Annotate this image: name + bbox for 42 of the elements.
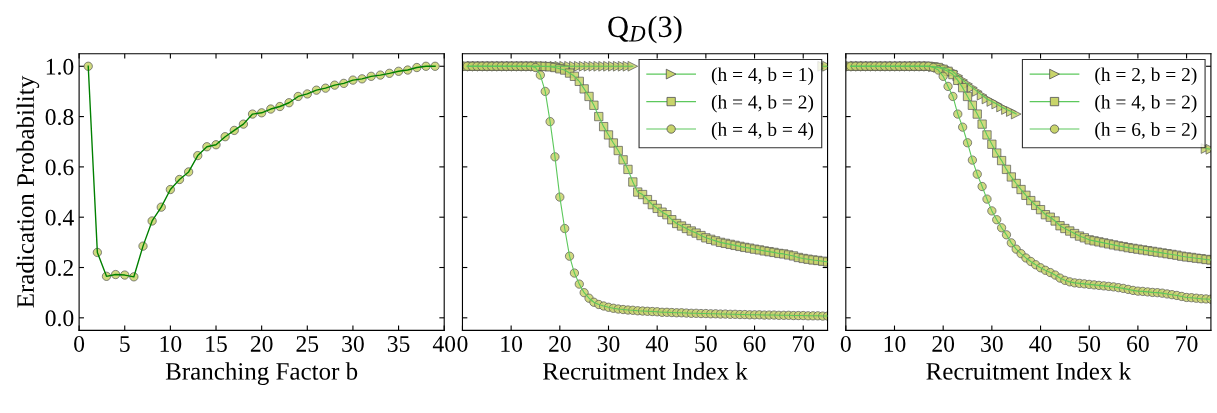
x-tick-label: 40 — [432, 335, 456, 352]
x-tick-label: 40 — [645, 335, 669, 352]
x-tick-label: 0 — [457, 335, 468, 352]
x-tick-label: 20 — [549, 335, 571, 352]
x-tick-label: 60 — [1127, 335, 1149, 352]
legend-label: (h = 4, b = 1) — [711, 67, 814, 86]
x-tick-label: 20 — [932, 335, 955, 352]
legend-label: (h = 4, b = 2) — [1095, 94, 1197, 113]
x-tick-label: 10 — [501, 335, 523, 352]
x-tick-label: 30 — [342, 335, 364, 352]
x-tick-label: 15 — [206, 336, 227, 352]
x-tick-label: 30 — [597, 335, 620, 352]
x-axis-title: Branching Factor b — [165, 362, 358, 385]
x-tick-label: 20 — [250, 335, 273, 352]
x-tick-label: 50 — [695, 335, 717, 352]
chart-title: Q$_{D}$(3) — [608, 15, 682, 44]
legend-label: (h = 4, b = 2) — [711, 94, 814, 113]
x-axis-title: Recruitment Index k — [926, 362, 1132, 380]
y-tick-label: 1.0 — [46, 58, 74, 75]
y-tick-label: 0.2 — [45, 260, 73, 277]
x-tick-label: 10 — [160, 335, 182, 352]
x-tick-label: 5 — [120, 336, 130, 352]
y-tick-label: 0.8 — [45, 109, 74, 126]
legend-label: (h = 2, b = 2) — [1095, 67, 1197, 86]
x-tick-label: 0 — [840, 335, 851, 352]
x-tick-label: 70 — [792, 335, 815, 352]
x-tick-label: 35 — [387, 336, 410, 352]
x-tick-label: 60 — [743, 335, 766, 352]
y-tick-label: 0.4 — [45, 209, 74, 226]
x-tick-label: 0 — [74, 335, 85, 352]
x-tick-label: 50 — [1078, 335, 1101, 352]
x-tick-label: 70 — [1176, 335, 1198, 352]
y-axis-title: Eradication Probability — [16, 75, 40, 308]
x-tick-label: 25 — [296, 336, 319, 352]
y-tick-label: 0.6 — [45, 159, 74, 176]
x-axis-title: Recruitment Index k — [542, 362, 748, 380]
x-tick-label: 10 — [884, 335, 906, 352]
legend-label: (h = 4, b = 4) — [711, 122, 814, 140]
x-tick-label: 40 — [1029, 335, 1052, 352]
y-tick-label: 0.0 — [45, 310, 74, 327]
x-tick-label: 30 — [981, 335, 1003, 352]
legend-label: (h = 6, b = 2) — [1095, 122, 1197, 140]
